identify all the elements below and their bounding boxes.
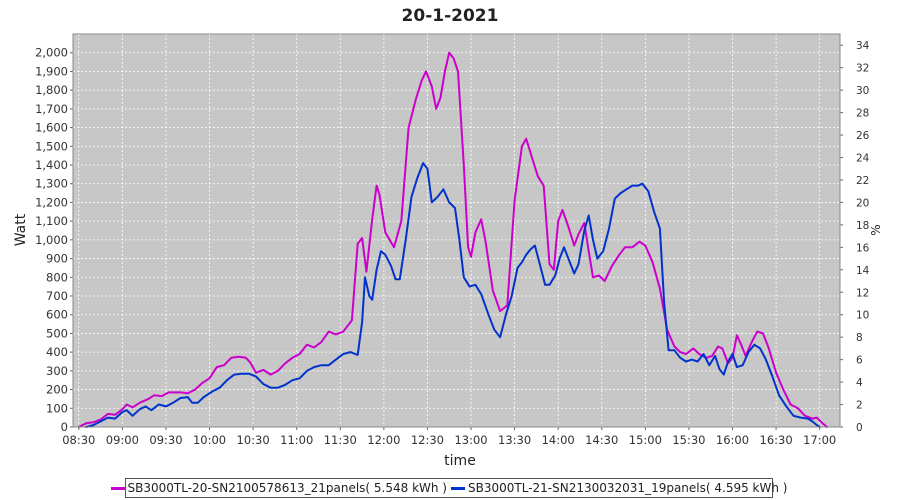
y-tick-label: 1,600 — [35, 121, 68, 135]
x-tick-label: 11:30 — [324, 433, 357, 447]
y-tick-label: 1,200 — [35, 195, 68, 209]
series-line-2 — [85, 162, 821, 428]
legend-label-series-2: SB3000TL-21-SN2130032031_19panels( 4.595… — [468, 481, 788, 495]
x-tick-label: 17:00 — [803, 433, 836, 447]
y-tick-label: 1,400 — [35, 158, 68, 172]
y-tick-label: 1,800 — [35, 83, 68, 97]
x-tick-label: 13:30 — [498, 433, 531, 447]
y2-tick-label: 12 — [856, 287, 869, 299]
y2-tick-label: 4 — [856, 377, 863, 389]
y2-tick-label: 24 — [856, 153, 870, 165]
x-tick-label: 14:00 — [542, 433, 575, 447]
y-tick-label: 1,000 — [35, 233, 68, 247]
y2-tick-label: 34 — [856, 40, 870, 52]
series-line-1 — [77, 51, 828, 428]
y-tick-label: 1,700 — [35, 102, 68, 116]
series-lines — [77, 51, 828, 428]
y-tick-label: 2,000 — [35, 46, 68, 60]
y2-tick-label: 14 — [856, 265, 870, 277]
y2-tick-label: 0 — [856, 422, 863, 434]
y-axis-label: Watt — [13, 213, 29, 246]
legend-label-series-1: SB3000TL-20-SN2100578613_21panels( 5.548… — [127, 481, 447, 495]
y2-tick-label: 28 — [856, 108, 869, 120]
x-tick-label: 15:30 — [672, 433, 705, 447]
x-tick-label: 12:30 — [411, 433, 444, 447]
y2-tick-label: 16 — [856, 242, 870, 254]
y2-tick-label: 10 — [856, 310, 869, 322]
x-tick-label: 15:00 — [629, 433, 662, 447]
y2-tick-label: 26 — [856, 130, 870, 142]
grid-lines — [73, 34, 840, 428]
y-tick-label: 400 — [46, 345, 68, 359]
x-tick-label: 12:00 — [367, 433, 400, 447]
y2-tick-label: 6 — [856, 355, 863, 367]
y2-tick-label: 32 — [856, 63, 869, 75]
x-tick-label: 14:30 — [585, 433, 618, 447]
y-tick-label: 100 — [46, 401, 68, 415]
legend-swatch-magenta — [110, 486, 125, 490]
x-tick-label: 13:00 — [454, 433, 487, 447]
axes: 01002003004005006007008009001,0001,1001,… — [35, 33, 870, 447]
y-tick-label: 800 — [46, 270, 68, 284]
x-axis-label: time — [444, 453, 476, 469]
y2-tick-label: 20 — [856, 197, 869, 209]
x-tick-label: 16:00 — [716, 433, 749, 447]
x-tick-label: 10:00 — [193, 433, 226, 447]
x-tick-label: 11:00 — [280, 433, 313, 447]
y-tick-label: 1,300 — [35, 177, 68, 191]
y-tick-label: 500 — [46, 326, 68, 340]
y2-tick-label: 8 — [856, 332, 863, 344]
legend: SB3000TL-20-SN2100578613_21panels( 5.548… — [110, 478, 787, 498]
y-tick-label: 1,100 — [35, 214, 68, 228]
y-tick-label: 600 — [46, 308, 68, 322]
chart-title: 20-1-2021 — [402, 6, 499, 26]
plot-border — [72, 33, 841, 428]
x-tick-label: 10:30 — [237, 433, 270, 447]
y2-tick-label: 18 — [856, 220, 869, 232]
y-tick-label: 1,500 — [35, 139, 68, 153]
legend-swatch-blue — [451, 486, 465, 490]
y2-tick-label: 2 — [856, 400, 863, 412]
legend-item-series-2: SB3000TL-21-SN2130032031_19panels( 4.595… — [451, 481, 787, 495]
y-tick-label: 200 — [46, 383, 68, 397]
y-tick-label: 700 — [46, 289, 68, 303]
x-tick-label: 09:00 — [106, 433, 139, 447]
y-tick-label: 1,900 — [35, 64, 68, 78]
y2-axis-label: % — [869, 224, 883, 235]
y-tick-label: 300 — [46, 364, 68, 378]
y-tick-label: 900 — [46, 252, 68, 266]
x-tick-label: 08:30 — [62, 433, 95, 447]
legend-item-series-1: SB3000TL-20-SN2100578613_21panels( 5.548… — [110, 481, 447, 495]
y-tick-label: 0 — [61, 420, 68, 434]
x-tick-label: 09:30 — [149, 433, 182, 447]
y2-tick-label: 22 — [856, 175, 869, 187]
y2-tick-label: 30 — [856, 85, 869, 97]
x-tick-label: 16:30 — [760, 433, 793, 447]
